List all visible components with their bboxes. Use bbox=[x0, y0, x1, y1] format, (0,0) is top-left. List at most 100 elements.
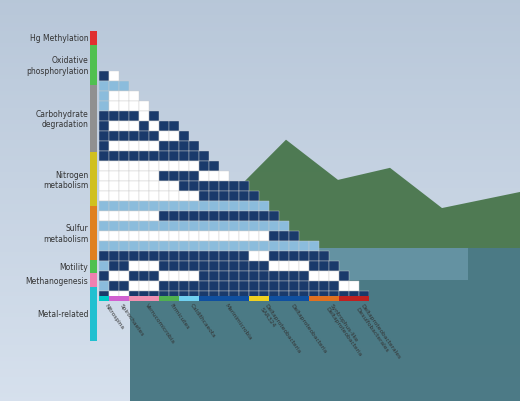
Bar bbox=[229, 241, 239, 251]
Bar bbox=[159, 152, 169, 162]
Bar bbox=[249, 201, 259, 211]
Bar bbox=[139, 231, 149, 241]
Bar bbox=[119, 211, 129, 221]
Bar bbox=[329, 292, 339, 301]
Bar bbox=[249, 282, 259, 292]
Bar bbox=[169, 271, 179, 282]
Bar bbox=[199, 191, 209, 201]
Bar bbox=[269, 221, 279, 231]
Bar bbox=[229, 221, 239, 231]
Text: Hg Methylation: Hg Methylation bbox=[30, 34, 88, 43]
Bar bbox=[99, 111, 109, 122]
Bar bbox=[299, 261, 309, 271]
Bar bbox=[209, 191, 219, 201]
Bar bbox=[159, 231, 169, 241]
Bar bbox=[199, 241, 209, 251]
Bar bbox=[129, 101, 139, 111]
Bar bbox=[219, 292, 229, 301]
Bar bbox=[279, 231, 289, 241]
Text: Metal-related: Metal-related bbox=[37, 310, 88, 318]
Bar bbox=[139, 172, 149, 182]
Bar bbox=[279, 271, 289, 282]
Text: Spirochaetes: Spirochaetes bbox=[119, 302, 145, 336]
Bar bbox=[199, 231, 209, 241]
Bar bbox=[139, 152, 149, 162]
Bar bbox=[139, 261, 149, 271]
Bar bbox=[199, 261, 209, 271]
Text: Firmicutes: Firmicutes bbox=[169, 302, 190, 330]
Bar bbox=[99, 182, 109, 191]
Bar bbox=[149, 231, 159, 241]
Bar bbox=[139, 292, 149, 301]
Bar bbox=[119, 261, 129, 271]
Bar bbox=[269, 271, 279, 282]
Bar bbox=[129, 152, 139, 162]
Bar bbox=[329, 271, 339, 282]
Bar bbox=[159, 292, 169, 301]
Bar bbox=[129, 282, 139, 292]
Bar bbox=[99, 261, 109, 271]
Bar bbox=[119, 172, 129, 182]
Bar bbox=[189, 221, 199, 231]
Bar bbox=[259, 282, 269, 292]
Bar bbox=[149, 201, 159, 211]
Bar bbox=[179, 241, 189, 251]
Bar bbox=[109, 182, 119, 191]
Bar bbox=[169, 261, 179, 271]
Bar bbox=[159, 162, 169, 172]
Bar bbox=[179, 221, 189, 231]
Bar bbox=[109, 132, 119, 142]
Bar bbox=[139, 201, 149, 211]
Bar bbox=[129, 241, 139, 251]
Bar bbox=[179, 251, 189, 261]
Bar bbox=[229, 191, 239, 201]
Bar bbox=[149, 211, 159, 221]
Bar bbox=[169, 201, 179, 211]
Bar bbox=[119, 292, 129, 301]
Bar bbox=[129, 292, 139, 301]
Bar bbox=[109, 231, 119, 241]
Bar bbox=[169, 152, 179, 162]
Bar bbox=[239, 261, 249, 271]
Bar bbox=[189, 231, 199, 241]
Bar bbox=[319, 271, 329, 282]
Bar bbox=[119, 142, 129, 152]
Bar bbox=[199, 221, 209, 231]
Bar bbox=[99, 271, 109, 282]
Bar bbox=[129, 172, 139, 182]
Bar bbox=[239, 271, 249, 282]
Text: Methanogenesis: Methanogenesis bbox=[25, 276, 88, 285]
Bar bbox=[129, 271, 139, 282]
Bar bbox=[119, 182, 129, 191]
Bar bbox=[169, 282, 179, 292]
Bar bbox=[109, 261, 119, 271]
Bar bbox=[199, 282, 209, 292]
Bar bbox=[189, 191, 199, 201]
Bar bbox=[129, 221, 139, 231]
Bar bbox=[289, 282, 299, 292]
Bar bbox=[299, 241, 309, 251]
Bar bbox=[99, 132, 109, 142]
Bar bbox=[209, 271, 219, 282]
Bar bbox=[179, 132, 189, 142]
Bar bbox=[119, 231, 129, 241]
Bar bbox=[219, 282, 229, 292]
Bar bbox=[109, 211, 119, 221]
Bar bbox=[90, 207, 97, 260]
Bar bbox=[259, 201, 269, 211]
Bar bbox=[309, 282, 319, 292]
Bar bbox=[239, 292, 249, 301]
Bar bbox=[130, 249, 520, 401]
Bar bbox=[179, 231, 189, 241]
Bar bbox=[189, 182, 199, 191]
Bar bbox=[139, 211, 149, 221]
Bar bbox=[299, 292, 309, 301]
Bar bbox=[149, 111, 159, 122]
Bar bbox=[199, 201, 209, 211]
Bar bbox=[179, 261, 189, 271]
Bar bbox=[179, 201, 189, 211]
Bar bbox=[99, 91, 109, 101]
Bar bbox=[199, 271, 209, 282]
Bar bbox=[119, 132, 129, 142]
Bar bbox=[299, 251, 309, 261]
